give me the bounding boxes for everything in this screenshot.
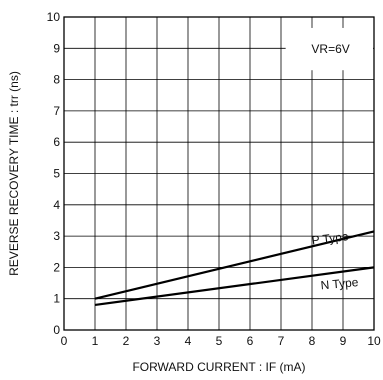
y-tick-label: 0 (53, 323, 60, 337)
series-line-p-type (94, 230, 375, 300)
x-tick-label: 2 (123, 334, 130, 348)
annotation-background (285, 27, 373, 71)
x-tick-labels: 0 1 2 3 4 5 6 7 8 9 10 (61, 334, 381, 348)
series-label-n-type: N Type (320, 275, 359, 292)
series-group (94, 230, 375, 307)
x-axis-label: FORWARD CURRENT : IF (mA) (132, 360, 305, 374)
y-tick-label: 4 (53, 198, 60, 212)
y-tick-label: 7 (53, 104, 60, 118)
y-tick-label: 2 (53, 260, 60, 274)
condition-annotation: VR=6V (311, 42, 349, 56)
y-tick-label: 8 (53, 73, 60, 87)
x-tick-label: 0 (61, 334, 68, 348)
x-tick-label: 9 (340, 334, 347, 348)
x-tick-label: 3 (154, 334, 161, 348)
y-tick-label: 10 (47, 10, 61, 24)
x-tick-label: 5 (216, 334, 223, 348)
plot-frame (63, 16, 375, 331)
series-label-p-type: P Type (311, 229, 350, 247)
x-tick-label: 8 (309, 334, 316, 348)
x-tick-label: 7 (278, 334, 285, 348)
x-tick-label: 4 (185, 334, 192, 348)
x-tick-label: 1 (92, 334, 99, 348)
y-tick-label: 1 (53, 292, 60, 306)
x-tick-label: 10 (367, 334, 381, 348)
series-line-n-type (94, 266, 375, 307)
y-tick-labels: 0 1 2 3 4 5 6 7 8 9 10 (47, 10, 61, 337)
x-tick-label: 6 (247, 334, 254, 348)
y-tick-label: 6 (53, 135, 60, 149)
y-axis-label: REVERSE RECOVERY TIME : trr (ns) (7, 71, 21, 276)
grid (64, 17, 374, 330)
y-tick-label: 9 (53, 41, 60, 55)
series-labels: P Type N Type (311, 229, 359, 292)
y-tick-label: 3 (53, 229, 60, 243)
y-tick-label: 5 (53, 167, 60, 181)
